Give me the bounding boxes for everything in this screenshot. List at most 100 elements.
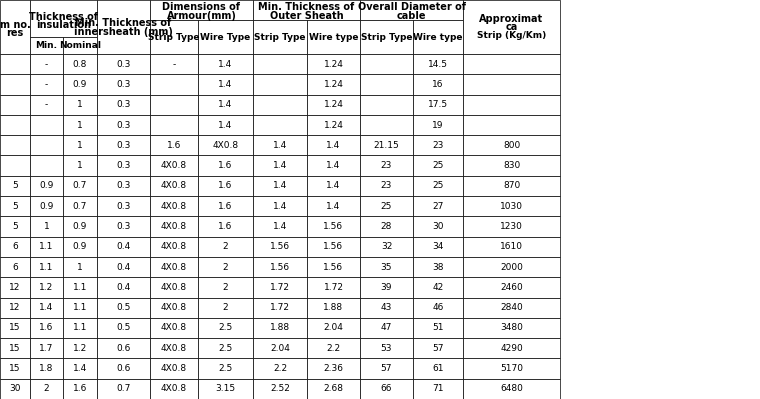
Text: 27: 27 [432, 202, 444, 211]
Text: 1.4: 1.4 [326, 161, 340, 170]
Bar [97, 298, 150, 318]
Text: 1.88: 1.88 [324, 303, 344, 312]
Bar [307, 277, 360, 298]
Bar [63, 74, 97, 95]
Bar [413, 115, 463, 135]
Bar [413, 135, 463, 156]
Bar [307, 176, 360, 196]
Bar [97, 95, 150, 115]
Text: 1.6: 1.6 [218, 222, 233, 231]
Bar [253, 318, 307, 338]
Bar [150, 156, 198, 176]
Text: 1.6: 1.6 [73, 384, 87, 393]
Bar [360, 135, 413, 156]
Text: -: - [45, 80, 48, 89]
Bar [30, 196, 63, 216]
Text: 2: 2 [223, 303, 228, 312]
Text: 3480: 3480 [500, 324, 523, 332]
Text: 1.1: 1.1 [40, 263, 54, 272]
Text: 1.24: 1.24 [324, 59, 344, 69]
Text: 0.3: 0.3 [116, 59, 131, 69]
Bar [97, 257, 150, 277]
Bar [198, 216, 253, 237]
Bar [413, 358, 463, 379]
Bar [307, 298, 360, 318]
Bar [150, 115, 198, 135]
Text: 4X0.8: 4X0.8 [161, 384, 187, 393]
Bar [30, 318, 63, 338]
Bar [97, 0, 150, 54]
Bar [198, 196, 253, 216]
Text: 1.1: 1.1 [73, 283, 87, 292]
Text: 0.3: 0.3 [116, 161, 131, 170]
Text: 1.4: 1.4 [273, 222, 287, 231]
Bar [413, 338, 463, 358]
Text: 4X0.8: 4X0.8 [161, 303, 187, 312]
Bar [0, 176, 30, 196]
Bar [253, 358, 307, 379]
Text: 0.9: 0.9 [40, 182, 54, 190]
Bar [413, 156, 463, 176]
Text: 1.6: 1.6 [218, 202, 233, 211]
Bar [413, 257, 463, 277]
Text: 15: 15 [9, 344, 21, 353]
Bar [150, 54, 198, 74]
Bar [0, 95, 30, 115]
Text: 1.4: 1.4 [326, 182, 340, 190]
Text: 1.24: 1.24 [324, 80, 344, 89]
Text: 4X0.8: 4X0.8 [161, 161, 187, 170]
Text: 2.2: 2.2 [327, 344, 340, 353]
Text: 15: 15 [9, 364, 21, 373]
Bar [97, 156, 150, 176]
Text: 2.2: 2.2 [273, 364, 287, 373]
Text: 1.56: 1.56 [324, 242, 344, 251]
Bar [0, 196, 30, 216]
Text: 2000: 2000 [500, 263, 523, 272]
Bar [97, 115, 150, 135]
Bar [360, 237, 413, 257]
Bar [150, 176, 198, 196]
Text: 4X0.8: 4X0.8 [161, 263, 187, 272]
Bar [307, 156, 360, 176]
Bar [307, 338, 360, 358]
Bar [30, 237, 63, 257]
Bar [413, 237, 463, 257]
Text: 2.36: 2.36 [324, 364, 344, 373]
Text: 4290: 4290 [500, 344, 523, 353]
Text: 38: 38 [432, 263, 444, 272]
Text: 1.1: 1.1 [73, 303, 87, 312]
Text: 2840: 2840 [500, 303, 523, 312]
Bar [463, 196, 560, 216]
Text: Nominal: Nominal [59, 41, 101, 50]
Bar [360, 20, 413, 54]
Text: Outer Sheath: Outer Sheath [270, 11, 344, 21]
Bar [198, 257, 253, 277]
Bar [150, 257, 198, 277]
Bar [97, 237, 150, 257]
Text: 1.6: 1.6 [218, 161, 233, 170]
Bar [97, 216, 150, 237]
Text: innersheath (mm): innersheath (mm) [74, 27, 173, 37]
Text: 23: 23 [381, 161, 392, 170]
Text: Dimensions of: Dimensions of [163, 2, 240, 12]
Bar [97, 196, 150, 216]
Bar [63, 216, 97, 237]
Text: 17.5: 17.5 [428, 100, 448, 109]
Text: 2.5: 2.5 [218, 344, 233, 353]
Text: 47: 47 [381, 324, 392, 332]
Bar [150, 298, 198, 318]
Bar [63, 298, 97, 318]
Bar [30, 358, 63, 379]
Text: 0.3: 0.3 [116, 120, 131, 130]
Bar [63, 176, 97, 196]
Bar [360, 115, 413, 135]
Bar [150, 196, 198, 216]
Bar [30, 115, 63, 135]
Bar [360, 358, 413, 379]
Text: 1.4: 1.4 [218, 100, 233, 109]
Bar [0, 237, 30, 257]
Text: 0.5: 0.5 [116, 324, 131, 332]
Bar [463, 156, 560, 176]
Bar [253, 298, 307, 318]
Text: 0.3: 0.3 [116, 182, 131, 190]
